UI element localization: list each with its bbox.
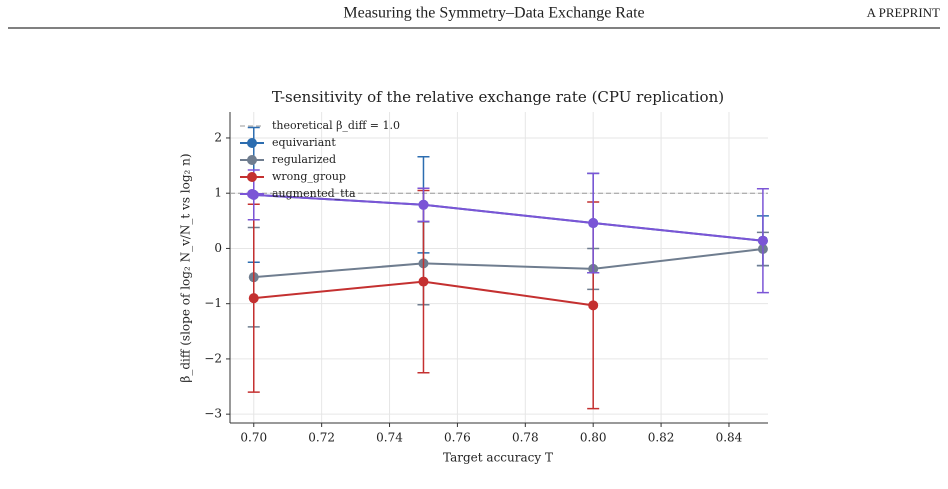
- x-axis-label: Target accuracy T: [443, 451, 553, 465]
- legend-swatch: [247, 155, 257, 165]
- point: [248, 293, 259, 304]
- point: [418, 276, 429, 287]
- running-title: Measuring the Symmetry–Data Exchange Rat…: [343, 5, 644, 22]
- point: [588, 300, 599, 311]
- y-tick-label: 2: [214, 130, 222, 144]
- running-tag: A PREPRINT: [867, 5, 940, 20]
- x-tick-label: 0.72: [308, 431, 335, 445]
- legend-label: wrong_group: [272, 170, 346, 183]
- legend-swatch: [247, 172, 257, 182]
- series-line: [253, 193, 764, 242]
- legend-swatch: [247, 138, 257, 148]
- point: [588, 218, 599, 229]
- x-tick-label: 0.84: [716, 431, 743, 445]
- x-tick-label: 0.80: [580, 431, 607, 445]
- point: [757, 235, 768, 246]
- x-tick-label: 0.76: [444, 431, 471, 445]
- legend-label: theoretical β_diff = 1.0: [272, 119, 400, 132]
- y-tick-label: 0: [214, 241, 222, 255]
- legend-swatch: [247, 189, 257, 199]
- legend-label: regularized: [272, 153, 336, 166]
- legend-label: equivariant: [272, 136, 336, 149]
- y-tick-label: −2: [204, 351, 222, 365]
- x-tick-label: 0.78: [512, 431, 539, 445]
- series-line: [253, 248, 764, 279]
- series-line: [253, 193, 764, 242]
- y-tick-label: −1: [204, 296, 222, 310]
- point: [418, 199, 429, 210]
- y-axis-label: β_diff (slope of log₂ N_v/N_t vs log₂ n): [179, 153, 193, 382]
- x-tick-label: 0.74: [376, 431, 403, 445]
- y-tick-label: −3: [204, 407, 222, 421]
- y-tick-label: 1: [214, 186, 222, 200]
- x-tick-label: 0.82: [648, 431, 675, 445]
- chart-title: T-sensitivity of the relative exchange r…: [272, 88, 724, 106]
- legend-label: augmented_tta: [272, 187, 356, 200]
- x-tick-label: 0.70: [240, 431, 267, 445]
